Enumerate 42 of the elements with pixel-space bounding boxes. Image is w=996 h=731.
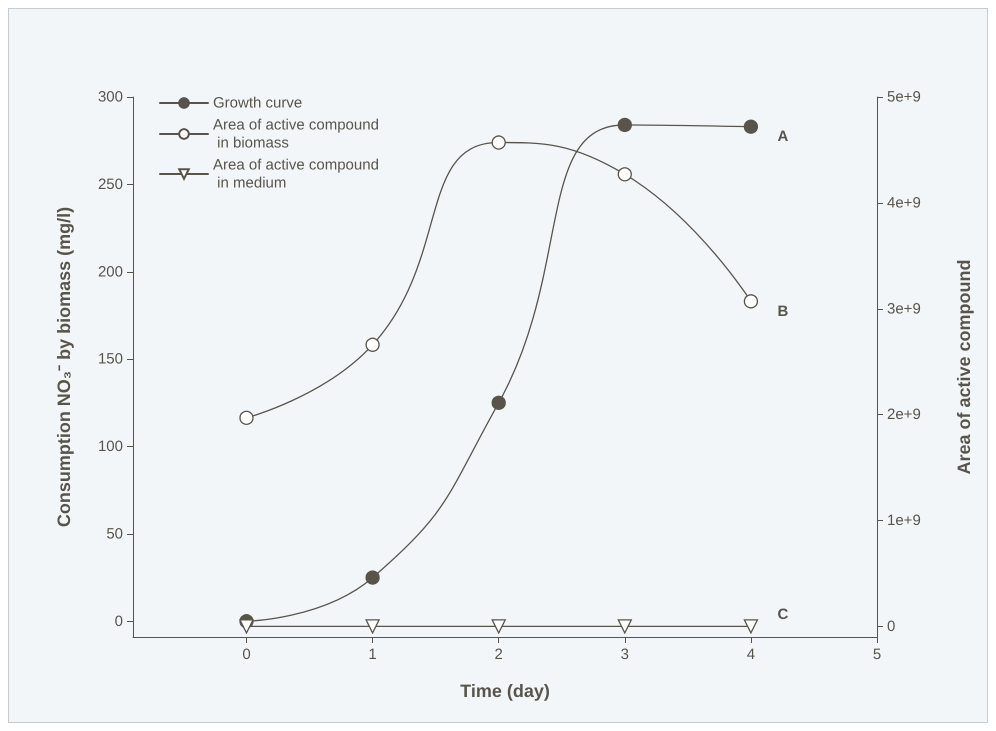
- x-tick-label: 2: [494, 646, 503, 663]
- x-tick-label: 3: [620, 646, 629, 663]
- x-tick-label: 1: [368, 646, 377, 663]
- point: [492, 619, 506, 634]
- y-tick-label: 100: [98, 438, 123, 456]
- y2-tick-label: 2e+9: [887, 406, 921, 424]
- y-tick-label: 0: [114, 612, 123, 630]
- legend-label: Area of active compound in medium: [213, 156, 379, 192]
- point: [744, 120, 758, 134]
- annotation: A: [777, 128, 788, 146]
- point: [365, 338, 380, 352]
- y-tick-label: 300: [98, 88, 123, 106]
- y-tick-label: 250: [98, 176, 123, 193]
- point: [239, 410, 254, 425]
- annotation: C: [777, 606, 788, 623]
- x-tick-label: 0: [242, 646, 251, 663]
- point: [365, 619, 380, 634]
- point: [618, 118, 632, 132]
- y-tick-label: 200: [98, 263, 123, 280]
- annotation: B: [777, 302, 788, 320]
- y2-tick-label: 3e+9: [887, 300, 921, 318]
- y2-tick-label: 0: [887, 618, 896, 635]
- point: [618, 167, 632, 182]
- y-tick-label: 150: [98, 350, 123, 368]
- legend-label: Area of active compound in biomass: [213, 116, 379, 152]
- y-tick-label: 50: [106, 525, 123, 542]
- x-tick-label: 4: [746, 646, 756, 663]
- point: [744, 294, 758, 308]
- point: [365, 570, 380, 585]
- point: [744, 619, 758, 634]
- legend-label: Growth curve: [213, 94, 302, 112]
- y2-tick-label: 1e+9: [887, 512, 921, 530]
- y2-axis-title: Area of active compound: [954, 259, 974, 475]
- point: [239, 619, 254, 634]
- y-axis-title: Consumption NO₃⁻ by biomass (mg/l): [54, 206, 74, 528]
- x-tick-label: 5: [872, 646, 882, 663]
- y2-tick-label: 4e+9: [887, 194, 921, 212]
- point: [492, 135, 506, 150]
- y2-tick-label: 5e+9: [887, 88, 921, 106]
- x-axis-title: Time (day): [460, 681, 550, 701]
- point: [492, 396, 506, 410]
- point: [618, 619, 632, 634]
